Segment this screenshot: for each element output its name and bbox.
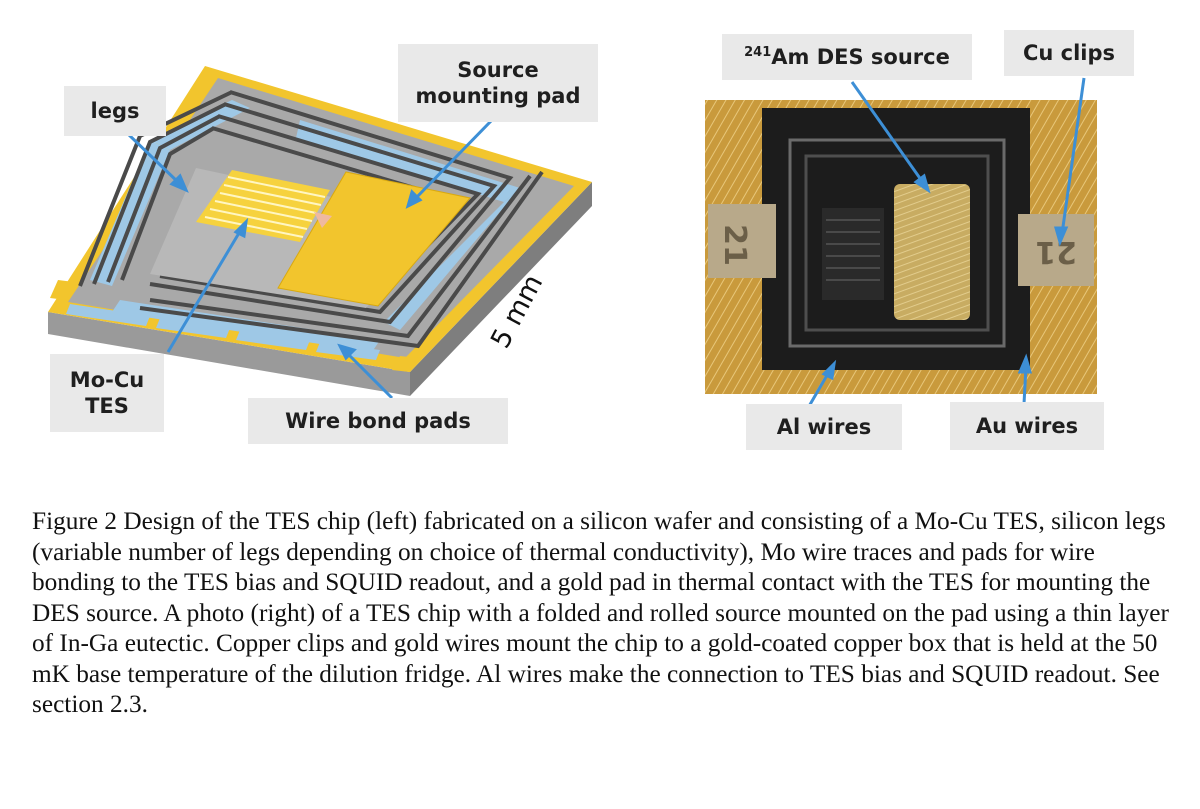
- chip-front-face: [48, 312, 410, 396]
- tes-label-line2: TES: [85, 394, 129, 418]
- source-pad-label-line2: mounting pad: [415, 84, 581, 108]
- photo-chip-traces-outer: [788, 138, 1006, 348]
- am-isotope-superscript: 241: [744, 44, 772, 60]
- left-arrows: [126, 118, 494, 400]
- source-pad-label-line1: Source: [457, 57, 539, 82]
- photo-des-source: [894, 184, 970, 320]
- photo-cu-clip-right: [1018, 214, 1094, 286]
- figure-caption: Figure 2 Design of the TES chip (left) f…: [32, 507, 1169, 718]
- am-des-source-text: Am DES source: [771, 44, 950, 69]
- cu-clips-label: Cu clips: [1004, 30, 1134, 76]
- chip-photo-illustration: 21 21: [705, 77, 1097, 409]
- tes-label-line1: Mo-Cu: [69, 367, 145, 392]
- al-wires-label: Al wires: [746, 404, 902, 450]
- photo-cu-clip-left: [708, 204, 776, 278]
- mo-cu-tes-label: Mo-Cu TES: [50, 354, 164, 432]
- au-wires-label: Au wires: [950, 402, 1104, 450]
- source-mounting-pad: [277, 171, 471, 307]
- photo-tes-stripes: [826, 219, 880, 281]
- tes-chip-diagram-panel: legs Source mounting pad Mo-Cu TES Wire …: [0, 0, 620, 470]
- photo-chip-traces-inner: [804, 154, 990, 332]
- tes-chip-illustration: [48, 66, 592, 400]
- photo-tes: [822, 208, 884, 300]
- am-des-source-label: 241Am DES source: [722, 34, 972, 80]
- photo-clip-left-number: 21: [717, 224, 752, 266]
- right-arrows: [806, 77, 1086, 409]
- tes-chip-photo-panel: 21 21 241Am DES source Cu clips Al wires…: [700, 0, 1200, 470]
- legs-label: legs: [64, 86, 166, 136]
- wire-bond-pads-label: Wire bond pads: [248, 398, 508, 444]
- chip-right-face: [410, 182, 592, 396]
- mo-cu-tes: [196, 170, 332, 242]
- source-mounting-pad-label: Source mounting pad: [398, 44, 598, 122]
- photo-clip-right-number: 21: [1035, 234, 1077, 269]
- corner-pads: [50, 280, 418, 372]
